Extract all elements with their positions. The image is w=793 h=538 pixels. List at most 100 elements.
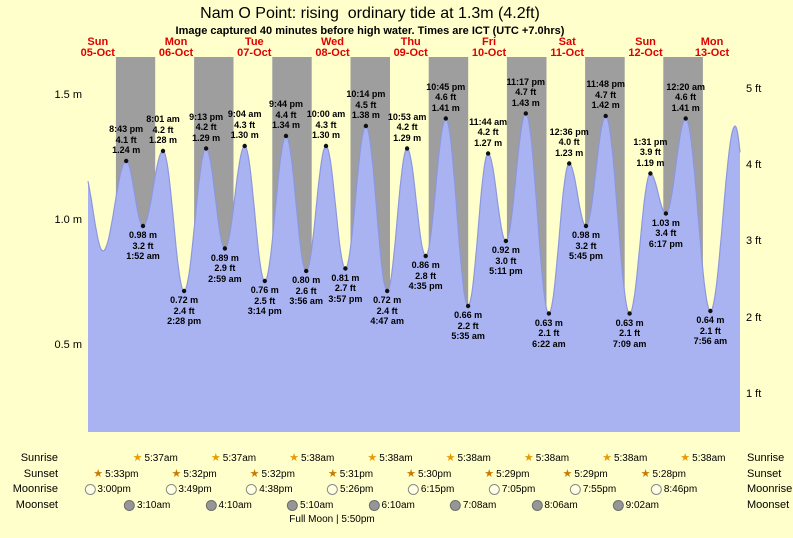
tide-extreme-dot [567, 161, 572, 166]
tide-extreme-dot [385, 288, 390, 294]
day-date: 13-Oct [694, 46, 730, 59]
annotation-line: 2:59 am [208, 273, 242, 284]
day-date: 12-Oct [628, 46, 663, 59]
moonrise-time: 7:05pm [501, 484, 536, 495]
tide-extreme-dot [648, 171, 653, 176]
tide-extreme-dot [222, 246, 228, 251]
sunset-row-label-right: Sunset [747, 468, 782, 480]
y-axis-tick-ft: 4 ft [746, 159, 762, 172]
sunset-time: 5:33pm [105, 469, 139, 480]
annotation-line: 1.03 m [651, 217, 680, 228]
tide-extreme-dot [465, 303, 471, 309]
day-weekday: Sun [635, 36, 656, 48]
annotation-line: 5:11 pm [489, 266, 523, 276]
tide-extreme-dot [283, 133, 289, 139]
annotation-line: 4.2 ft [396, 122, 418, 132]
day-label: Sun 05-Oct [66, 37, 130, 58]
day-date: 06-Oct [158, 46, 194, 59]
moonrise-entry: 3:49pm [165, 483, 212, 496]
annotation-line: 3.2 ft [132, 240, 154, 251]
tide-extreme-dot [627, 311, 632, 316]
day-label: Mon 13-Oct [680, 37, 744, 58]
tide-low-annotation: 0.81 m 2.7 ft 3:57 pm [316, 273, 374, 305]
sunrise-star-icon: ★ [602, 452, 612, 464]
sunset-time: 5:32pm [261, 469, 295, 480]
day-weekday: Sat [558, 36, 576, 48]
tide-high-annotation: 10:45 pm 4.6 ft 1.41 m [417, 82, 475, 114]
tide-high-annotation: 11:17 pm 4.7 ft 1.43 m [497, 77, 555, 109]
tide-low-annotation: 0.63 m 2.1 ft 6:22 am [520, 318, 578, 350]
tide-extreme-dot [485, 151, 491, 156]
annotation-line: 11:17 pm [506, 76, 546, 87]
moonset-moon-icon [531, 500, 543, 511]
y-axis-tick-m: 1.5 m [54, 89, 82, 101]
day-label: Wed 08-Oct [301, 37, 365, 58]
tide-extreme-dot [683, 116, 688, 121]
sunrise-entry: ★ 5:38am [289, 452, 334, 465]
sunset-star-icon: ★ [327, 468, 338, 480]
moonset-moon-icon [205, 500, 217, 511]
moonrise-moon-icon [569, 484, 581, 495]
tide-low-annotation: 0.92 m 3.0 ft 5:11 pm [477, 245, 535, 277]
day-label: Sat 11-Oct [535, 37, 599, 58]
day-label: Mon 06-Oct [144, 37, 208, 58]
moonrise-entry: 3:00pm [84, 483, 131, 496]
tide-high-annotation: 11:44 am 4.2 ft 1.27 m [459, 117, 517, 149]
tide-extreme-dot [203, 146, 209, 151]
sunrise-row-label-right: Sunrise [747, 452, 785, 464]
annotation-line: 2.9 ft [214, 263, 236, 273]
annotation-line: 4.2 ft [195, 122, 217, 132]
sunrise-time: 5:37am [222, 453, 257, 464]
day-label: Thu 09-Oct [379, 37, 443, 58]
y-axis-tick-ft: 1 ft [746, 387, 762, 400]
moonset-moon-icon [368, 500, 380, 511]
annotation-line: 1.30 m [230, 130, 259, 140]
moonset-entry: 7:08am [449, 499, 496, 512]
tide-high-annotation: 10:14 pm 4.5 ft 1.38 m [337, 89, 395, 121]
tide-extreme-dot [708, 308, 713, 314]
annotation-line: 0.72 m [373, 295, 402, 305]
tide-extreme-dot [140, 223, 146, 229]
annotation-line: 0.72 m [170, 295, 199, 305]
moonset-time: 8:06am [544, 500, 578, 511]
tide-low-annotation: 1.03 m 3.4 ft 6:17 pm [637, 218, 695, 250]
sunrise-time: 5:38am [535, 453, 570, 464]
moonrise-entry: 4:38pm [246, 483, 293, 496]
annotation-line: 0.66 m [454, 310, 483, 320]
tide-low-annotation: 0.98 m 3.2 ft 1:52 am [114, 230, 172, 262]
moonrise-moon-icon [327, 484, 339, 495]
annotation-line: 1.27 m [474, 137, 503, 148]
tide-low-annotation: 0.76 m 2.5 ft 3:14 pm [236, 285, 294, 317]
sunset-entry: ★ 5:30pm [406, 468, 451, 481]
tide-extreme-dot [663, 211, 669, 216]
day-date: 09-Oct [393, 46, 428, 59]
day-label: Fri 10-Oct [457, 37, 521, 58]
tide-extreme-dot [603, 113, 608, 119]
tide-curve-line [87, 112, 741, 315]
sunrise-entry: ★ 5:38am [602, 452, 647, 465]
annotation-line: 4.0 ft [558, 137, 580, 147]
tide-low-annotation: 0.98 m 3.2 ft 5:45 pm [557, 230, 615, 262]
sunrise-star-icon: ★ [289, 452, 299, 464]
tide-low-annotation: 0.72 m 2.4 ft 4:47 am [358, 295, 416, 327]
tide-low-annotation: 0.66 m 2.2 ft 5:35 am [439, 310, 497, 342]
annotation-line: 7:09 am [612, 338, 647, 349]
annotation-line: 8:01 am [146, 114, 180, 124]
tide-extreme-dot [443, 116, 448, 121]
tide-extreme-dot [423, 253, 428, 259]
annotation-line: 3.2 ft [575, 240, 597, 251]
annotation-line: 0.63 m [615, 317, 644, 328]
day-weekday: Sun [87, 36, 109, 48]
moonset-moon-icon [449, 500, 461, 511]
moonset-row-label-left: Moonset [15, 499, 58, 511]
tide-extreme-dot [343, 266, 348, 271]
annotation-line: 2.6 ft [295, 285, 317, 296]
annotation-line: 4.3 ft [315, 119, 337, 130]
moonrise-time: 3:49pm [178, 484, 212, 495]
sunset-time: 5:30pm [417, 469, 452, 480]
sunrise-star-icon: ★ [210, 452, 221, 464]
tide-low-annotation: 0.86 m 2.8 ft 4:35 pm [397, 260, 455, 292]
sunset-entry: ★ 5:29pm [562, 468, 607, 481]
annotation-line: 4.1 ft [115, 134, 137, 145]
moonrise-time: 4:38pm [259, 484, 293, 495]
